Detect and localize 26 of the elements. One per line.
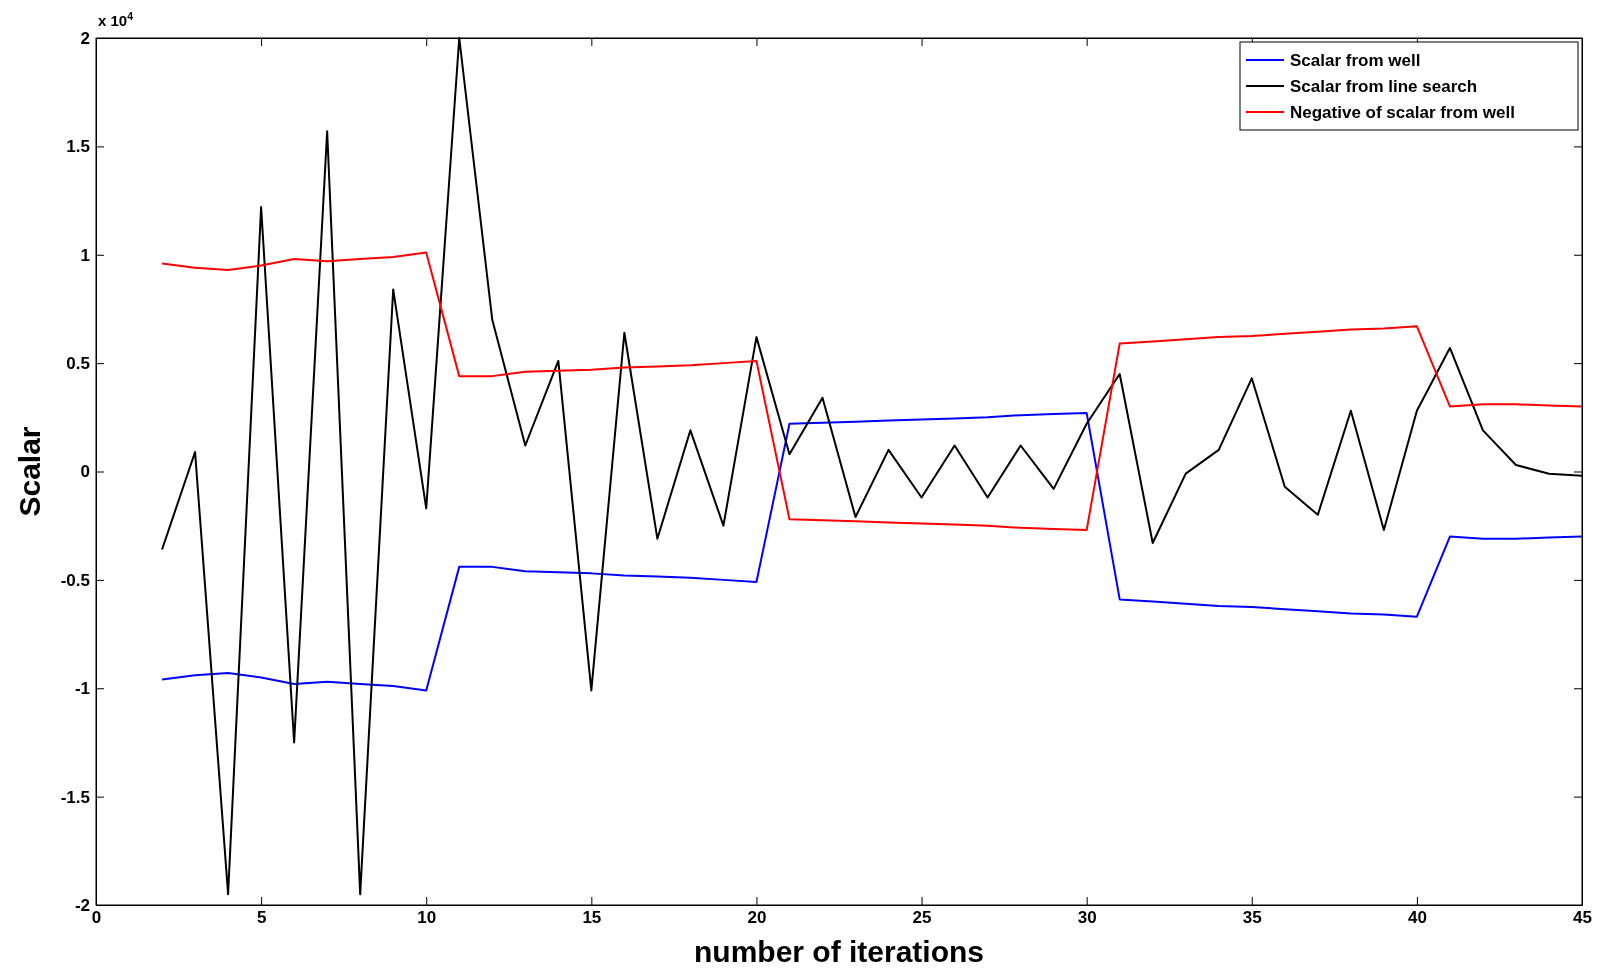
- x-tick-label: 40: [1407, 908, 1427, 928]
- x-tick-label: 20: [747, 908, 767, 928]
- x-tick-label: 30: [1077, 908, 1097, 928]
- y-tick-label: 2: [80, 28, 90, 48]
- y-axis-title: Scalar: [13, 426, 46, 517]
- y-tick-label: -1: [74, 679, 90, 699]
- y-tick-label: -1.5: [60, 787, 90, 807]
- y-tick-label: 1.5: [66, 137, 90, 157]
- legend-label: Scalar from well: [1290, 51, 1421, 70]
- y-tick-label: 0.5: [66, 354, 90, 374]
- y-tick-label: -2: [74, 895, 90, 915]
- text: x 10$^{4}$: [98, 10, 134, 29]
- x-axis-title: number of iterations: [693, 935, 985, 968]
- x-tick-label: 5: [256, 908, 267, 928]
- line-series: [161, 411, 1583, 692]
- y-tick-label: 1: [80, 245, 90, 265]
- legend-label: Scalar from line search: [1290, 77, 1478, 96]
- y-tick-label: 0: [80, 462, 90, 482]
- x-tick-label: 45: [1573, 908, 1592, 928]
- x-tick-label: 25: [912, 908, 932, 928]
- legend-label: Negative of scalar from well: [1290, 103, 1515, 122]
- x-tick-label: 15: [582, 908, 602, 928]
- x-tick-label: 10: [417, 908, 437, 928]
- x-tick-label: 35: [1242, 908, 1262, 928]
- line-series: [161, 251, 1583, 532]
- y-tick-label: -0.5: [60, 570, 90, 590]
